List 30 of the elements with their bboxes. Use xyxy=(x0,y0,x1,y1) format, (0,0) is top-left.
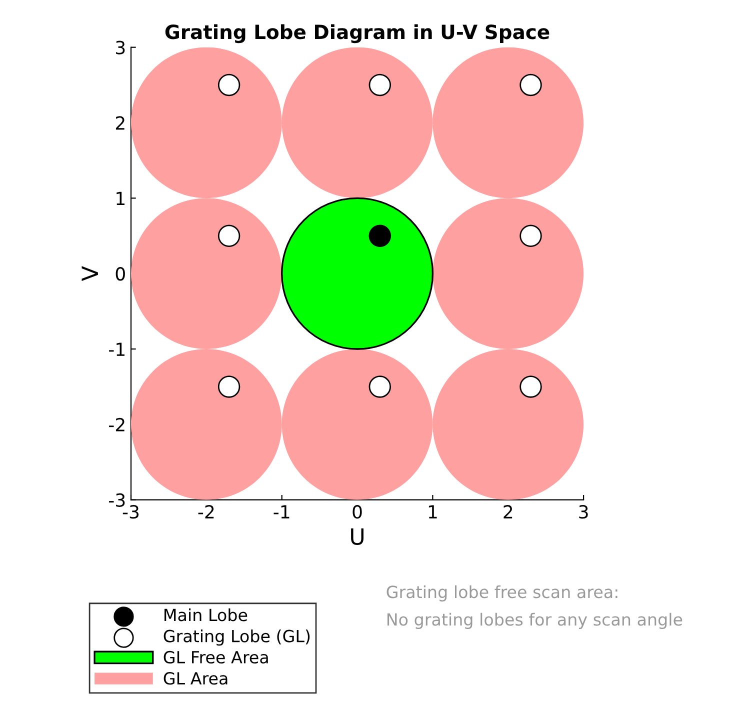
x-tick-label: 3 xyxy=(579,505,588,519)
y-tick-label: 3 xyxy=(116,40,125,54)
y-tick-label: -3 xyxy=(109,493,125,507)
point xyxy=(218,224,240,247)
point xyxy=(218,74,240,96)
point xyxy=(368,74,392,96)
x-tick-label: -2 xyxy=(198,505,214,518)
y-tick-label: 2 xyxy=(116,116,124,130)
y-tick-label: -1 xyxy=(109,342,124,356)
legend-label: GL Area xyxy=(164,672,228,685)
point xyxy=(520,74,542,96)
y-axis-title: V xyxy=(82,266,98,281)
point xyxy=(520,376,542,398)
y-tick-label: 0 xyxy=(116,267,125,281)
text: Grating lobe free scan area: No grating lobes for any scan angle xyxy=(386,585,682,629)
x-axis-title: U xyxy=(351,528,364,545)
x-tick-label: 1 xyxy=(428,505,437,518)
y-tick-label: 1 xyxy=(116,192,124,206)
point xyxy=(520,224,542,247)
y-tick-label: -2 xyxy=(109,418,124,432)
point xyxy=(368,224,392,247)
chart-title: Grating Lobe Diagram in U-V Space xyxy=(165,24,550,44)
legend-label: Main Lobe xyxy=(164,608,248,622)
legend-label: Grating Lobe (GL) xyxy=(164,630,310,646)
x-tick-label: -1 xyxy=(274,505,290,518)
legend-label: GL Free Area xyxy=(164,650,268,664)
point xyxy=(218,376,240,398)
point xyxy=(368,376,392,398)
x-tick-label: 2 xyxy=(504,505,512,518)
x-tick-label: 0 xyxy=(352,505,362,519)
